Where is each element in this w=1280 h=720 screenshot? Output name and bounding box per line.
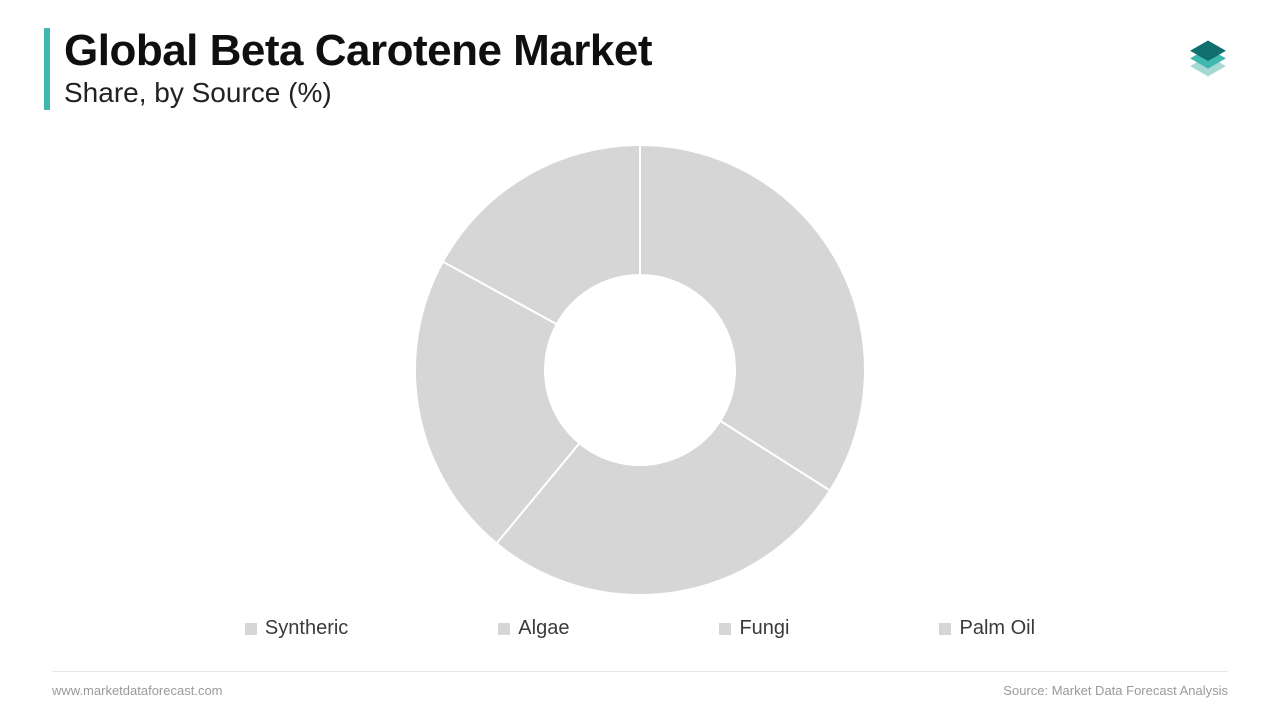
legend-swatch-icon [245, 623, 257, 635]
legend-label: Palm Oil [959, 617, 1035, 640]
legend-item: Palm Oil [939, 617, 1035, 640]
brand-logo-icon [1176, 20, 1240, 84]
legend-label: Algae [518, 617, 569, 640]
header: Global Beta Carotene Market Share, by So… [44, 28, 652, 110]
donut-chart [0, 130, 1280, 610]
footer-source: Source: Market Data Forecast Analysis [1003, 683, 1228, 698]
footer-divider [52, 671, 1228, 672]
donut-slice-0 [640, 145, 865, 491]
legend: Syntheric Algae Fungi Palm Oil [0, 617, 1280, 640]
page: Global Beta Carotene Market Share, by So… [0, 0, 1280, 720]
legend-swatch-icon [939, 623, 951, 635]
legend-item: Algae [498, 617, 569, 640]
legend-label: Fungi [739, 617, 789, 640]
accent-bar [44, 28, 50, 110]
page-subtitle: Share, by Source (%) [64, 76, 652, 110]
legend-swatch-icon [719, 623, 731, 635]
page-title: Global Beta Carotene Market [64, 28, 652, 74]
titles: Global Beta Carotene Market Share, by So… [64, 28, 652, 110]
footer-url: www.marketdataforecast.com [52, 683, 223, 698]
legend-label: Syntheric [265, 617, 348, 640]
legend-swatch-icon [498, 623, 510, 635]
legend-item: Syntheric [245, 617, 348, 640]
legend-item: Fungi [719, 617, 789, 640]
